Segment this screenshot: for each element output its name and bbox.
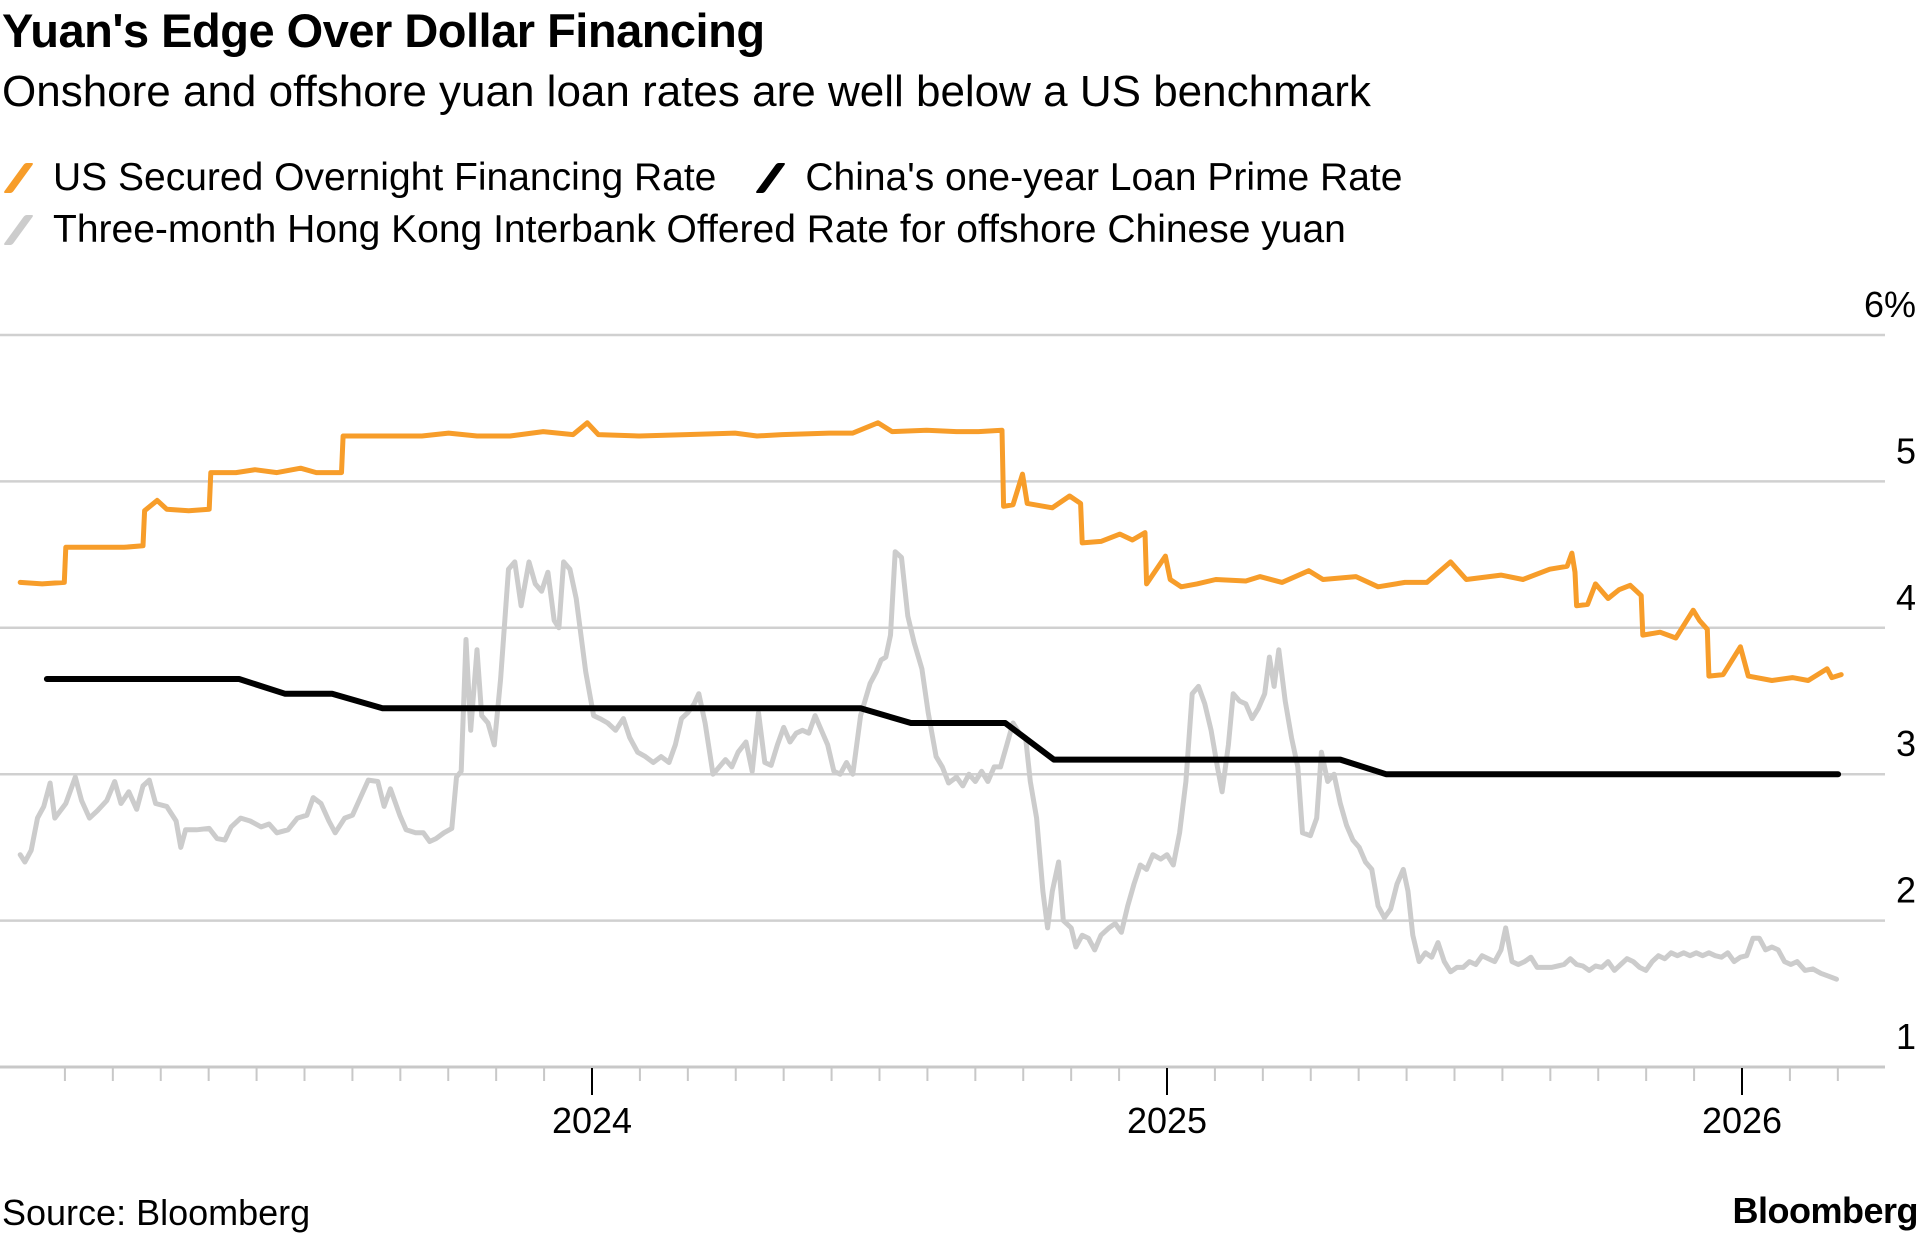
legend-row-2: Three-month Hong Kong Interbank Offered … xyxy=(2,206,1384,254)
legend-label-hibor: Three-month Hong Kong Interbank Offered … xyxy=(53,208,1346,251)
y-tick-label-6: 6% xyxy=(1864,284,1916,325)
y-tick-label-1: 1 xyxy=(1896,1016,1916,1057)
y-tick-label-3: 3 xyxy=(1896,723,1916,764)
legend-item-sofr: US Secured Overnight Financing Rate xyxy=(2,154,716,202)
y-tick-label-2: 2 xyxy=(1896,870,1916,911)
bloomberg-logo: Bloomberg xyxy=(1732,1190,1918,1231)
legend-item-hibor: Three-month Hong Kong Interbank Offered … xyxy=(2,206,1346,254)
series-lines xyxy=(17,420,1844,982)
y-tick-label-5: 5 xyxy=(1896,430,1916,471)
hibor-line xyxy=(17,549,1839,982)
legend-label-sofr: US Secured Overnight Financing Rate xyxy=(53,156,717,199)
sofr-line xyxy=(17,420,1844,683)
x-tick-label-2025: 2025 xyxy=(1127,1100,1207,1141)
legend-label-lpr: China's one-year Loan Prime Rate xyxy=(805,156,1403,199)
y-tick-label-4: 4 xyxy=(1896,577,1916,618)
x-axis: 2024 2025 2026 xyxy=(63,1068,1839,1141)
x-tick-label-2024: 2024 xyxy=(552,1100,632,1141)
chart-subtitle: Onshore and offshore yuan loan rates are… xyxy=(2,67,1371,116)
chart-title: Yuan's Edge Over Dollar Financing xyxy=(2,4,765,57)
x-tick-label-2026: 2026 xyxy=(1702,1100,1782,1141)
gridlines xyxy=(0,333,1885,1069)
lpr-line xyxy=(43,676,1842,778)
legend-row-1: US Secured Overnight Financing Rate Chin… xyxy=(2,154,1440,202)
legend-item-lpr: China's one-year Loan Prime Rate xyxy=(754,154,1402,202)
y-axis-labels: 1 2 3 4 5 6% xyxy=(1864,284,1916,1057)
source-note: Source: Bloomberg xyxy=(2,1192,311,1233)
